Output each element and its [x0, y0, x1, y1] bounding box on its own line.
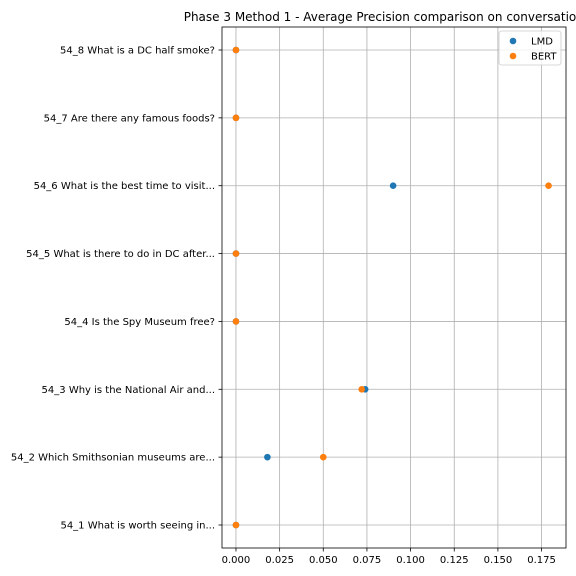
- y-tick-label: 54_6 What is the best time to visit...: [34, 181, 215, 192]
- point-bert: [545, 182, 552, 190]
- x-axis-ticks: 0.000 0.025 0.050 0.075 0.100 0.125 0.150 0.175: [222, 548, 556, 566]
- point-lmd: [389, 182, 397, 190]
- legend-label-bert: BERT: [531, 52, 557, 63]
- x-tick-label: 0.175: [527, 555, 556, 566]
- point-bert: [232, 114, 240, 122]
- point-bert: [232, 521, 240, 529]
- x-tick-label: 0.150: [484, 555, 513, 566]
- x-tick-label: 0.000: [222, 555, 251, 566]
- chart-title: Phase 3 Method 1 - Average Precision com…: [184, 10, 576, 24]
- axes-frame: [221, 26, 567, 549]
- point-bert: [232, 318, 240, 325]
- x-tick-label: 0.075: [353, 555, 382, 566]
- x-tick-label: 0.100: [396, 555, 425, 566]
- legend: LMD BERT: [498, 30, 562, 66]
- x-tick-label: 0.025: [265, 555, 294, 566]
- x-tick-label: 0.125: [440, 555, 469, 566]
- y-tick-label: 54_8 What is a DC half smoke?: [60, 46, 215, 57]
- y-axis-ticks: 54_1 What is worth seeing in... 54_2 Whic…: [11, 46, 222, 532]
- data-points: [232, 46, 552, 529]
- legend-marker-lmd: [509, 37, 517, 45]
- point-lmd: [264, 453, 271, 461]
- y-tick-label: 54_1 What is worth seeing in...: [60, 521, 215, 532]
- point-bert: [319, 453, 327, 461]
- legend-marker-bert: [509, 52, 517, 60]
- point-bert: [232, 46, 240, 54]
- point-bert: [358, 385, 365, 393]
- y-tick-label: 54_3 Why is the National Air and...: [42, 385, 215, 396]
- legend-label-lmd: LMD: [531, 37, 553, 48]
- y-tick-label: 54_7 Are there any famous foods?: [44, 113, 215, 124]
- x-tick-label: 0.050: [309, 555, 338, 566]
- y-tick-label: 54_5 What is there to do in DC after...: [26, 249, 215, 260]
- y-tick-label: 54_4 Is the Spy Museum free?: [64, 317, 215, 328]
- y-tick-label: 54_2 Which Smithsonian museums are...: [11, 453, 215, 464]
- point-bert: [232, 250, 240, 257]
